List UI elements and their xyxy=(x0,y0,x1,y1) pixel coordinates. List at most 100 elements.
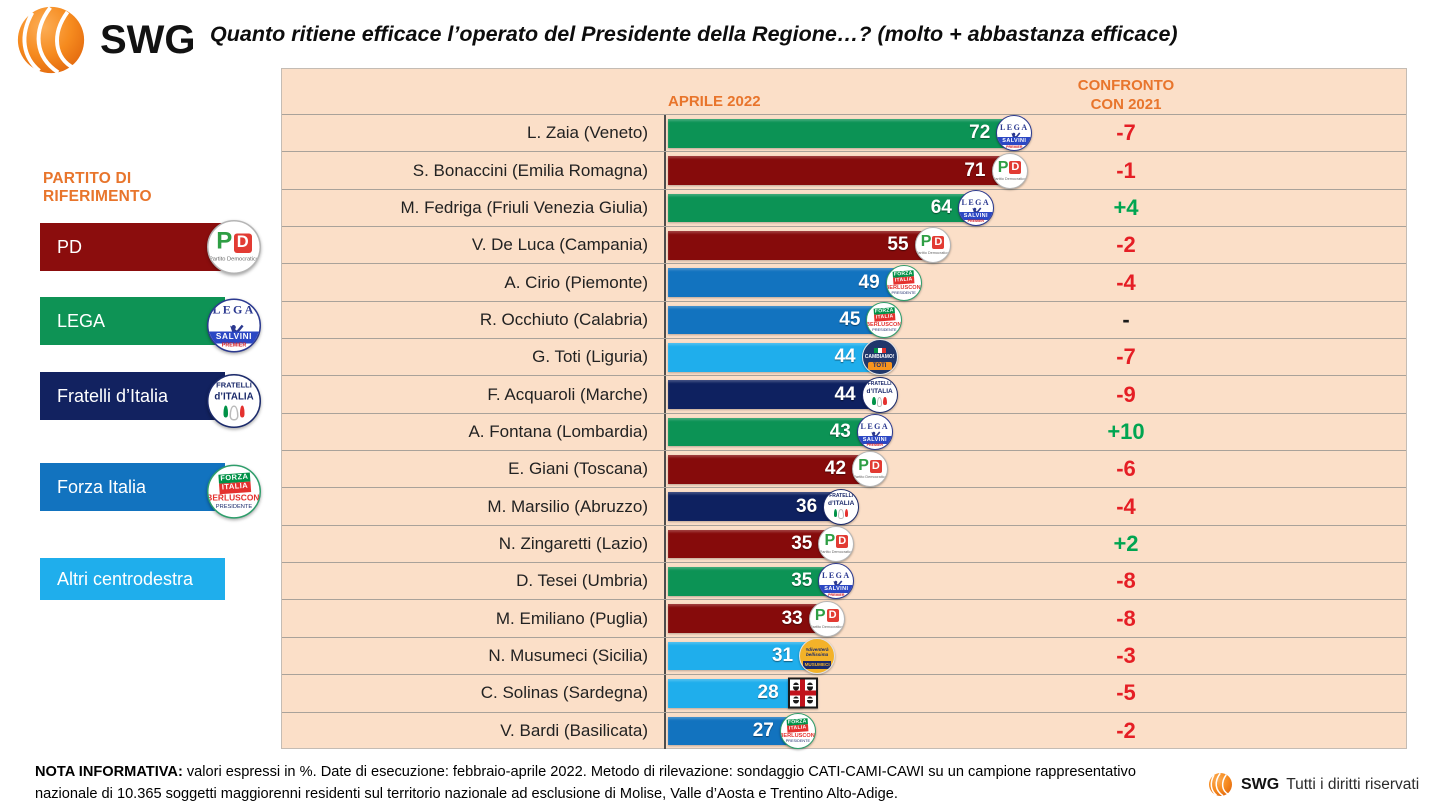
legend-item-label: Altri centrodestra xyxy=(57,568,194,589)
pd-subtitle: Partito Democratico xyxy=(208,256,260,263)
tricolor-flame-icon xyxy=(833,508,849,519)
pd-logo: P D Partito Democratico xyxy=(818,525,855,562)
table-row: M. Emiliano (Puglia) 33 P D Partito Democrat… xyxy=(282,599,1406,637)
lega-logo: LEGA SALVINI PREMIER xyxy=(957,189,994,226)
bar-value: 36 xyxy=(796,495,818,517)
chart-panel: APRILE 2022 CONFRONTO CON 2021 L. Zaia (… xyxy=(281,68,1407,749)
row-label: A. Cirio (Piemonte) xyxy=(504,272,648,292)
row-label: V. De Luca (Campania) xyxy=(471,235,648,255)
fdi-line1: FRATELLI xyxy=(216,381,252,391)
cambiamo-logo: CAMBIAMO! TOTI xyxy=(861,339,898,376)
fdi-logo: FRATELLI d’ITALIA xyxy=(861,376,898,413)
bar-value: 28 xyxy=(757,682,779,704)
delta-value: -4 xyxy=(1116,269,1136,295)
salvini-band: SALVINI xyxy=(857,435,892,444)
fi-italia-text: ITALIA xyxy=(893,276,915,284)
musumeci-logo: #diventerà bellissima MUSUMECI xyxy=(799,637,836,674)
fi-italia-text: ITALIA xyxy=(873,313,896,322)
row-label: F. Acquaroli (Marche) xyxy=(487,384,648,404)
berlusconi-text: BERLUSCONI xyxy=(866,322,903,329)
table-row: V. Bardi (Basilicata) 27 FORZA ITALIA BERLUS… xyxy=(282,711,1406,749)
bar-area: 44 FRATELLI d’ITALIA xyxy=(668,376,1208,413)
table-row: F. Acquaroli (Marche) 44 FRATELLI d’ITALIA -… xyxy=(282,375,1406,413)
bar-value: 44 xyxy=(834,346,856,368)
salvini-band: SALVINI xyxy=(819,585,854,594)
bar-area: 43 LEGA SALVINI PREMIER xyxy=(668,413,1208,450)
column-header-aprile-2022: APRILE 2022 xyxy=(668,93,761,110)
footer-swg-wordmark: SWG xyxy=(1241,775,1280,793)
page-title: Quanto ritiene efficace l’operato del Pr… xyxy=(210,22,1178,46)
pd-subtitle: Partito Democratico xyxy=(853,475,887,480)
party-logo-wrap: FORZA ITALIA BERLUSCONI PRESIDENTE xyxy=(866,301,903,338)
pd-letter-p: P xyxy=(858,457,869,475)
musumeci-band: MUSUMECI xyxy=(803,661,832,669)
premier-text: PREMIER xyxy=(828,592,845,597)
premier-text: PREMIER xyxy=(866,443,884,448)
pd-letter-d: D xyxy=(826,609,839,623)
pd-logo: P D Partito Democratico xyxy=(914,227,951,264)
table-row: N. Zingaretti (Lazio) 35 P D Partito Democra… xyxy=(282,524,1406,562)
party-logo-wrap: FRATELLI d’ITALIA xyxy=(861,376,898,413)
party-logo-wrap: FRATELLI d’ITALIA xyxy=(823,488,860,525)
pd-subtitle: Partito Democratico xyxy=(819,550,854,555)
delta-value: -3 xyxy=(1116,642,1136,668)
party-logo-wrap: LEGA SALVINI PREMIER xyxy=(818,563,855,600)
row-label: D. Tesei (Umbria) xyxy=(516,571,648,591)
moor-head-icon xyxy=(806,696,813,704)
party-logo-wrap: P D Partito Democratico xyxy=(991,152,1028,189)
fi-italia-text: ITALIA xyxy=(218,481,251,494)
tricolor-flame-icon xyxy=(872,396,887,407)
pd-letter-p: P xyxy=(997,158,1009,176)
party-logo-wrap: LEGA SALVINI PREMIER xyxy=(996,115,1033,152)
footnote-text: valori espressi in %. Date di esecuzione… xyxy=(35,764,1136,802)
pd-subtitle: Partito Democratico xyxy=(992,176,1027,181)
fi-italia-text: ITALIA xyxy=(787,724,809,733)
row-label: L. Zaia (Veneto) xyxy=(527,123,648,143)
party-logo-wrap: FORZA ITALIA BERLUSCONI PRESIDENTE xyxy=(885,264,922,301)
bar xyxy=(668,679,803,708)
swg-ball-icon xyxy=(17,6,85,75)
bar-value: 44 xyxy=(834,383,856,405)
legend-item-label: LEGA xyxy=(57,310,106,331)
delta-value: -9 xyxy=(1116,381,1136,407)
party-logo-wrap: LEGA SALVINI PREMIER xyxy=(856,413,893,450)
fi-flag-icon: FORZA ITALIA xyxy=(786,718,809,733)
table-row: C. Solinas (Sardegna) 28 -5 xyxy=(282,674,1406,711)
pd-letter-d: D xyxy=(869,459,882,473)
row-label: C. Solinas (Sardegna) xyxy=(480,683,648,703)
bar-area: 49 FORZA ITALIA BERLUSCONI PRESIDENTE xyxy=(668,264,1208,301)
bar xyxy=(668,268,904,297)
pd-letter-d: D xyxy=(233,232,252,253)
swg-wordmark: SWG xyxy=(100,17,196,62)
legend-item-fdi: Fratelli d’Italia FRATELLI d’ITALIA xyxy=(40,372,261,429)
delta-value: -4 xyxy=(1116,493,1136,519)
bar-area: 36 FRATELLI d’ITALIA xyxy=(668,488,1208,525)
bar xyxy=(668,417,875,447)
bar-value: 64 xyxy=(930,196,952,218)
party-logo-wrap xyxy=(787,677,818,709)
footnote-label: NOTA INFORMATIVA: xyxy=(35,764,183,780)
bar xyxy=(668,380,880,409)
row-label: V. Bardi (Basilicata) xyxy=(500,720,648,740)
pd-letter-d: D xyxy=(836,534,849,548)
pd-letter-d: D xyxy=(1009,161,1022,175)
tricolor-icon xyxy=(873,348,886,354)
delta-value: +10 xyxy=(1107,418,1145,444)
pd-letter-p: P xyxy=(824,532,836,550)
tricolor-flame-icon xyxy=(223,404,245,420)
party-logo-wrap: CAMBIAMO! TOTI xyxy=(861,339,898,376)
fdi-line1: FRATELLI xyxy=(829,493,854,500)
party-logo-wrap: P D Partito Democratico xyxy=(852,451,889,488)
fi-logo: FORZA ITALIA BERLUSCONI PRESIDENTE xyxy=(866,301,903,338)
moor-head-icon xyxy=(806,682,813,691)
row-label: M. Marsilio (Abruzzo) xyxy=(487,496,648,516)
lega-logo: LEGA SALVINI PREMIER xyxy=(856,413,893,450)
sardegna-logo xyxy=(787,677,818,709)
legend-title: PARTITO DI RIFERIMENTO xyxy=(43,170,152,205)
legend-logo-wrap: FRATELLI d’ITALIA xyxy=(207,364,261,429)
table-row: A. Fontana (Lombardia) 43 LEGA SALVINI PREMI… xyxy=(282,412,1406,450)
bar xyxy=(668,455,871,484)
fi-flag-icon: FORZA ITALIA xyxy=(217,472,251,494)
